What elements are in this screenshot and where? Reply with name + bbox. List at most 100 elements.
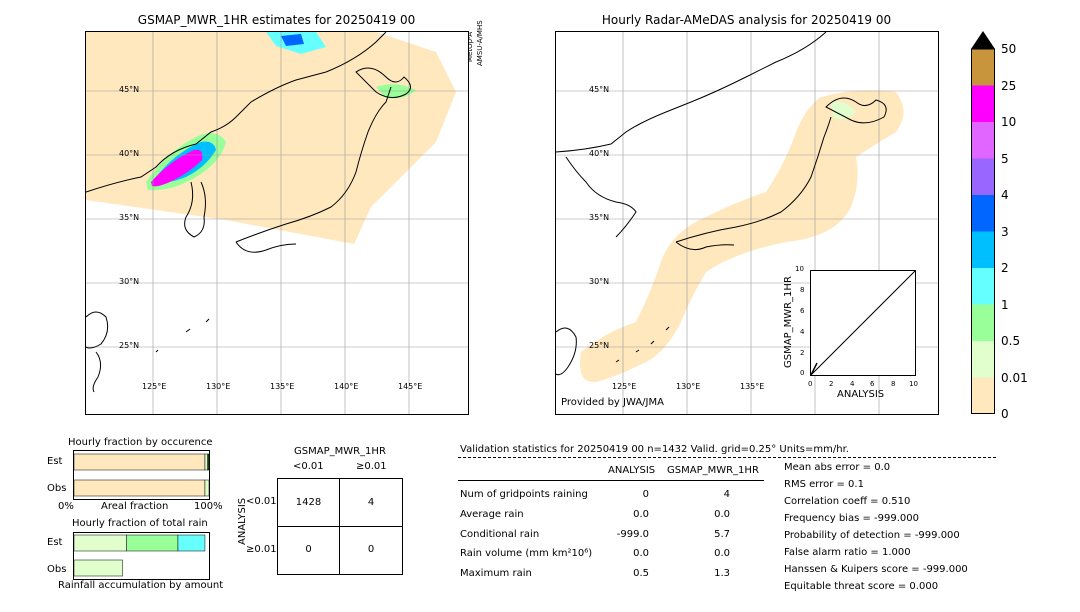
colorbar-extend-arrow — [971, 31, 995, 49]
left-map-coastline — [86, 32, 411, 393]
stat-label-conditional: Conditional rain — [460, 529, 540, 540]
occurrence-bar-est-segment — [73, 453, 206, 471]
colorbar-canvas — [971, 31, 995, 415]
stat-gsmap-maximum: 1.3 — [714, 568, 730, 579]
inset-xtick-6: 6 — [870, 380, 875, 388]
left-map-title: GSMAP_MWR_1HR estimates for 20250419 00 — [137, 13, 416, 27]
right-lon-130: 130°E — [676, 382, 701, 391]
left-lat-25: 25°N — [119, 341, 140, 350]
total-rain-bar-est-segment — [73, 534, 127, 552]
stat-label-average: Average rain — [460, 509, 524, 520]
score-mae: Mean abs error = 0.0 — [784, 462, 891, 473]
inset-ytick-6: 6 — [800, 307, 805, 315]
inset-scatter — [810, 270, 916, 376]
score-ets: Equitable threat score = 0.000 — [784, 581, 939, 592]
colorbar-label-1: 1 — [1001, 298, 1009, 312]
score-pod: Probability of detection = -999.000 — [784, 530, 960, 541]
stat-analysis-maximum: 0.5 — [633, 568, 649, 579]
colorbar-label-0.01: 0.01 — [1001, 371, 1028, 385]
left-lat-45: 45°N — [119, 85, 140, 94]
occurrence-axis-right: 100% — [194, 501, 223, 512]
contingency-cell-ge-lt: 0 — [305, 544, 312, 555]
colorbar-label-5: 5 — [1001, 152, 1009, 166]
contingency-cell-lt-ge: 4 — [367, 497, 375, 508]
total-rain-bars — [73, 534, 206, 577]
inset-xtick-4: 4 — [850, 380, 855, 388]
validation-col-divider — [458, 480, 764, 481]
analysis-coverage — [580, 90, 904, 383]
colorbar-label-50: 50 — [1001, 42, 1017, 56]
right-map-title: Hourly Radar-AMeDAS analysis for 2025041… — [601, 13, 892, 27]
inset-ytick-10: 10 — [795, 265, 804, 273]
inset-xtick-0: 0 — [808, 380, 813, 388]
occurrence-axis-left: 0% — [58, 501, 74, 512]
occurrence-row-est: Est — [47, 456, 63, 467]
stat-analysis-volume: 0.0 — [633, 548, 649, 559]
colorbar-segment — [971, 231, 995, 269]
right-map-canvas — [556, 32, 938, 414]
left-lat-40: 40°N — [119, 149, 140, 158]
colorbar-label-0: 0 — [1001, 407, 1009, 421]
inset-ytick-2: 2 — [800, 349, 805, 357]
colorbar-segment — [971, 268, 995, 305]
total-rain-row-est: Est — [47, 537, 63, 548]
stat-gsmap-conditional: 5.7 — [714, 529, 730, 540]
left-lat-30: 30°N — [119, 277, 140, 286]
colorbar-segment — [971, 195, 995, 232]
stat-label-volume: Rain volume (mm km²10⁶) — [460, 548, 593, 559]
colorbar-segment — [971, 158, 995, 196]
sensor-label-2: AMSU-A/MHS — [476, 20, 484, 66]
inset-diagonal — [810, 270, 916, 376]
colorbar-segment — [971, 122, 995, 159]
occurrence-bars — [73, 453, 210, 497]
rain-area-magenta — [151, 149, 203, 187]
inset-ytick-0: 0 — [800, 369, 805, 377]
stat-label-maximum: Maximum rain — [460, 568, 532, 579]
inset-y-label: GSMAP_MWR_1HR — [783, 276, 794, 368]
stat-label-raining: Num of gridpoints raining — [460, 489, 588, 500]
validation-divider — [458, 457, 996, 458]
colorbar-label-3: 3 — [1001, 225, 1009, 239]
contingency-cell-hits-lt: 1428 — [295, 497, 322, 508]
occurrence-bar-obs-segment — [204, 479, 210, 497]
contingency-hline — [278, 526, 402, 527]
stat-gsmap-raining: 4 — [723, 489, 730, 500]
total-rain-plot — [73, 532, 210, 580]
colorbar-segment — [971, 304, 995, 342]
colorbar-segment — [971, 85, 995, 123]
score-correlation: Correlation coeff = 0.510 — [784, 496, 911, 507]
total-rain-bar-est-segment — [177, 534, 206, 552]
right-lat-40: 40°N — [589, 149, 610, 158]
occurrence-bar-est-segment — [207, 453, 210, 471]
colorbar-label-25: 25 — [1001, 79, 1017, 93]
occurrence-row-obs: Obs — [47, 483, 67, 494]
stat-gsmap-average: 0.0 — [714, 509, 730, 520]
inset-ytick-4: 4 — [800, 328, 805, 336]
score-frequency-bias: Frequency bias = -999.000 — [784, 513, 919, 524]
inset-scatter-canvas — [810, 270, 916, 376]
colorbar — [971, 31, 995, 415]
score-rmse: RMS error = 0.1 — [784, 479, 864, 490]
left-lat-35: 35°N — [119, 213, 140, 222]
inset-xtick-10: 10 — [909, 380, 918, 388]
stat-analysis-raining: 0 — [642, 489, 649, 500]
total-rain-bar-est-segment — [126, 534, 179, 552]
left-map-grid — [86, 32, 468, 414]
contingency-col-ge: ≥0.01 — [356, 461, 387, 472]
colorbar-outline — [971, 48, 995, 414]
colorbar-label-0.5: 0.5 — [1001, 334, 1021, 348]
inset-xtick-2: 2 — [829, 380, 834, 388]
analysis-light-rain — [831, 101, 856, 120]
score-far: False alarm ratio = 1.000 — [784, 547, 911, 558]
contingency-cell-ge-ge: 0 — [367, 544, 375, 555]
colorbar-segment — [971, 49, 995, 86]
colorbar-segment — [971, 377, 995, 415]
colorbar-label-2: 2 — [1001, 261, 1009, 275]
right-lon-125: 125°E — [612, 382, 637, 391]
total-rain-footer: Rainfall accumulation by amount — [58, 580, 224, 591]
inset-ytick-8: 8 — [800, 286, 805, 294]
occurrence-axis-label: Areal fraction — [101, 501, 169, 512]
total-rain-title: Hourly fraction of total rain — [72, 518, 208, 529]
contingency-row-ge: ≥0.01 — [246, 544, 277, 555]
total-rain-row-obs: Obs — [47, 564, 67, 575]
